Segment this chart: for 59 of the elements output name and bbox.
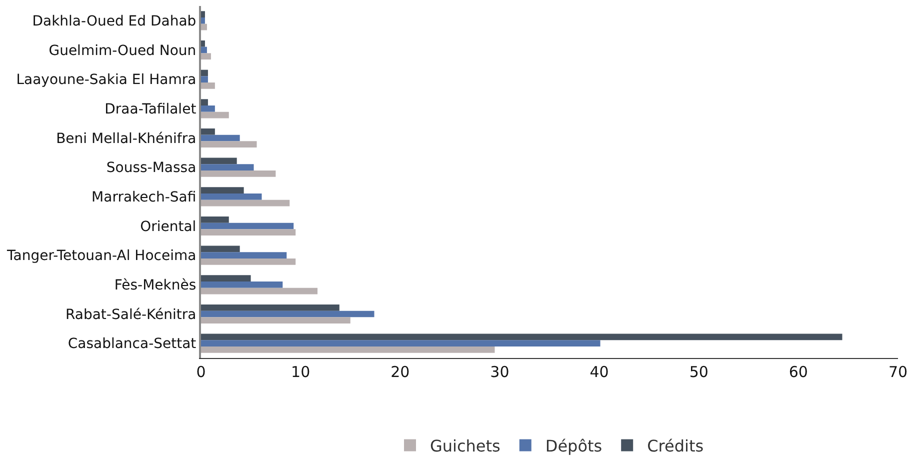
bar	[201, 170, 276, 177]
legend-label: Guichets	[430, 436, 500, 456]
bar	[201, 229, 296, 236]
legend-label: Crédits	[647, 436, 704, 456]
y-tick-label: Dakhla-Oued Ed Dahab	[32, 14, 196, 30]
bar	[201, 70, 208, 76]
bar	[201, 164, 254, 171]
bar	[201, 128, 215, 135]
bar	[201, 222, 294, 230]
y-tick-label: Fès-Meknès	[114, 278, 196, 294]
y-tick-label: Souss-Massa	[106, 160, 196, 176]
y-tick-label: Beni Mellal-Khénifra	[56, 130, 196, 147]
x-tick-label: 30	[490, 363, 510, 381]
y-tick-label: Laayoune-Sakia El Hamra	[16, 72, 196, 88]
y-tick-label: Guelmim-Oued Noun	[48, 42, 196, 59]
x-tick-label: 60	[788, 363, 808, 381]
bar	[201, 281, 283, 288]
bar	[201, 46, 207, 54]
bar	[201, 246, 240, 252]
y-tick-label: Casablanca-Settat	[68, 336, 197, 352]
x-tick-label: 70	[888, 363, 908, 381]
bar	[201, 304, 340, 311]
y-tick-label: Rabat-Salé-Kénitra	[65, 306, 196, 323]
bar	[201, 200, 290, 206]
bar	[201, 310, 374, 318]
bar	[201, 40, 205, 47]
bar	[201, 53, 211, 60]
bar	[201, 334, 842, 340]
bar	[201, 252, 287, 259]
y-tick-label: Marrakech-Safi	[92, 190, 196, 206]
x-tick-label: 20	[390, 363, 410, 381]
bar	[201, 134, 240, 142]
bar	[201, 76, 208, 83]
bar	[201, 112, 229, 118]
bar	[201, 346, 495, 353]
x-tick-label: 0	[196, 363, 206, 381]
bar	[201, 11, 205, 18]
bar	[201, 105, 215, 112]
bar	[201, 17, 205, 24]
bar	[201, 158, 237, 164]
bar	[201, 141, 257, 148]
bar	[201, 82, 215, 89]
legend-label: Dépôts	[545, 436, 602, 456]
x-tick-label: 50	[689, 363, 708, 381]
x-tick-label: 10	[291, 363, 310, 381]
bar	[201, 99, 208, 106]
bar	[201, 258, 296, 265]
x-tick-label: 40	[590, 363, 609, 381]
y-tick-label: Tanger-Tetouan-Al Hoceima	[6, 248, 196, 264]
y-tick-label: Oriental	[140, 218, 196, 235]
bar	[201, 193, 262, 200]
bar	[201, 288, 318, 294]
bar	[201, 216, 229, 223]
bar	[201, 275, 251, 282]
y-tick-label: Draa-Tafilalet	[104, 102, 197, 118]
bar	[201, 24, 207, 30]
bar	[201, 187, 244, 194]
bar	[201, 317, 350, 324]
bar	[201, 340, 600, 347]
